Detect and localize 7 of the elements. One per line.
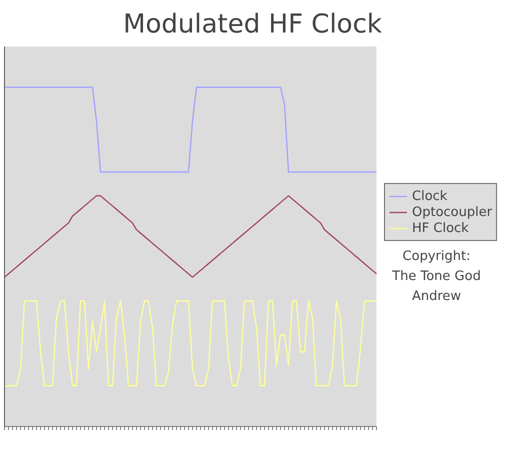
chart-title: Modulated HF Clock (123, 10, 382, 40)
legend-label: Clock (412, 188, 448, 204)
legend-label: Optocoupler (412, 204, 492, 220)
text: Andrew (412, 289, 462, 304)
text: The Tone God (391, 269, 481, 284)
text: Copyright: (402, 249, 470, 264)
legend-label: HF Clock (412, 220, 469, 236)
